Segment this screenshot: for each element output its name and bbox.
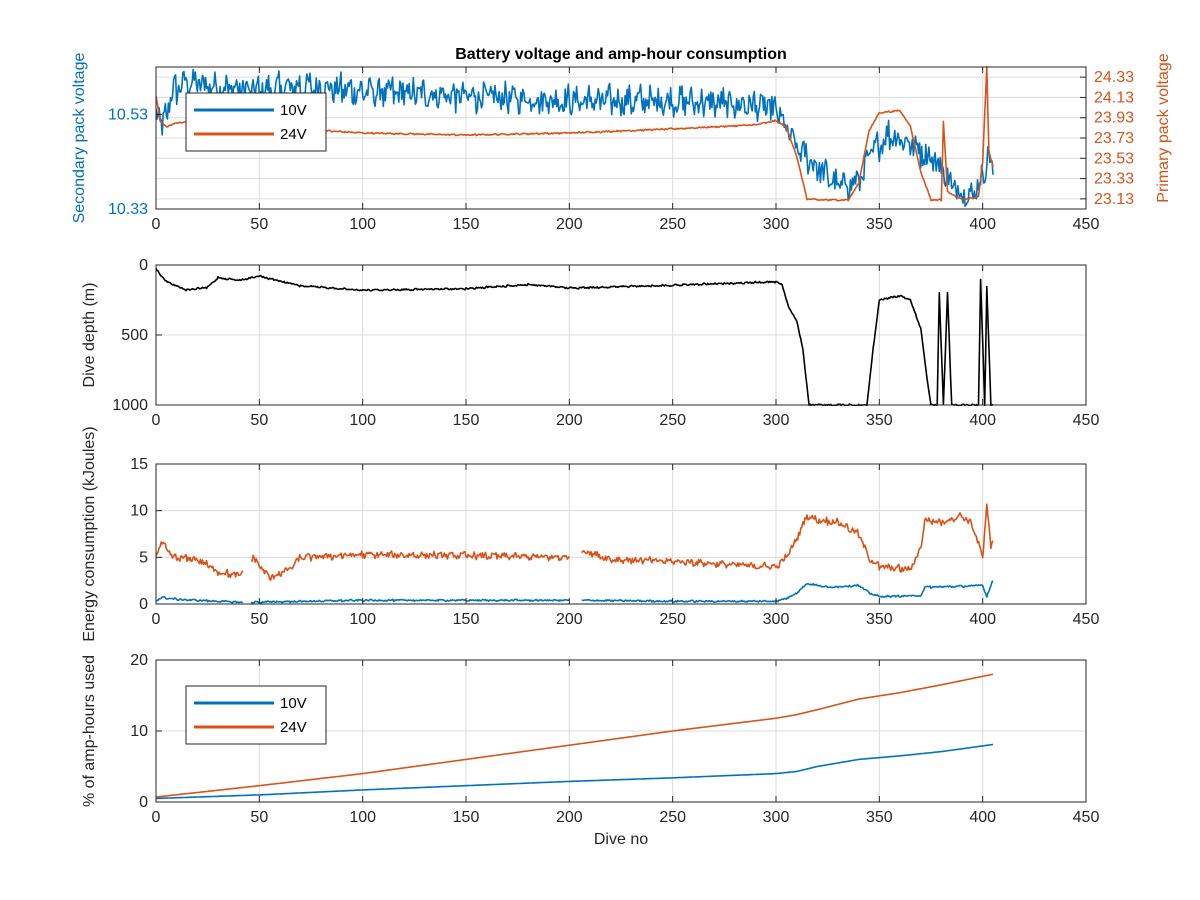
y-right-axis-label: Primary pack voltage	[1155, 53, 1172, 202]
x-tick-label: 50	[250, 809, 268, 826]
x-tick-label: 100	[349, 412, 376, 429]
y-tick-label: 10.33	[108, 201, 148, 218]
x-tick-label: 350	[866, 611, 893, 628]
x-tick-label: 200	[556, 611, 583, 628]
x-tick-label: 50	[250, 216, 268, 233]
y-axis-label: Secondary pack voltage	[71, 53, 88, 224]
legend-entry-24V: 24V	[280, 719, 307, 736]
y-right-tick-label: 23.33	[1094, 171, 1134, 188]
x-tick-label: 150	[453, 611, 480, 628]
x-tick-label: 350	[866, 412, 893, 429]
x-tick-label: 300	[763, 412, 790, 429]
panel-voltage: 0 50 100 150 200 250 300 350 400 450 10.33 10.53 23.…	[71, 46, 1172, 233]
series-group	[156, 503, 994, 604]
series-line-24V	[156, 503, 994, 581]
legend-box	[185, 92, 327, 152]
y-tick-label: 0	[139, 794, 148, 811]
y-tick-label: 15	[130, 456, 148, 473]
y-tick-label: 0	[139, 596, 148, 613]
x-tick-label: 400	[969, 216, 996, 233]
series-line-24V	[156, 673, 994, 798]
y-tick-label: 1000	[112, 397, 148, 414]
y-right-tick-label: 23.13	[1094, 191, 1134, 208]
x-tick-label: 400	[969, 809, 996, 826]
y-tick-label: 0	[139, 257, 148, 274]
x-axis-label: Dive no	[594, 831, 648, 848]
x-tick-label: 400	[969, 412, 996, 429]
series-line-10V	[156, 580, 994, 604]
x-tick-label: 100	[349, 809, 376, 826]
x-tick-label: 350	[866, 809, 893, 826]
x-tick-label: 100	[349, 611, 376, 628]
x-tick-label: 250	[659, 412, 686, 429]
x-tick-label: 200	[556, 809, 583, 826]
panel-depth: 0 50 100 150 200 250 300 350 400 450 0 500 1000 Dive …	[81, 257, 1099, 429]
y-right-tick-label: 24.13	[1094, 89, 1134, 106]
x-tick-label: 400	[969, 611, 996, 628]
y-axis-label: % of amp-hours used	[81, 655, 98, 807]
x-tick-label: 0	[152, 809, 161, 826]
series-line-10V	[156, 743, 994, 800]
y-axis-label: Dive depth (m)	[81, 283, 98, 388]
legend-entry-10V: 10V	[280, 102, 307, 119]
legend-entry-24V: 24V	[280, 126, 307, 143]
y-right-tick-label: 24.33	[1094, 69, 1134, 86]
panels: 0 50 100 150 200 250 300 350 400 45010.3310.5323.…	[71, 46, 1172, 848]
x-tick-label: 300	[763, 611, 790, 628]
x-tick-label: 100	[349, 216, 376, 233]
legend-box	[185, 685, 327, 745]
y-axis-label: Energy consumption (kJoules)	[81, 426, 98, 641]
x-tick-label: 450	[1073, 412, 1100, 429]
y-tick-label: 10.53	[108, 106, 148, 123]
x-tick-label: 350	[866, 216, 893, 233]
x-tick-label: 0	[152, 611, 161, 628]
panel-energy: 0 50 100 150 200 250 300 350 400 450 0 5 10 15 Energy …	[81, 426, 1099, 641]
y-right-tick-label: 23.73	[1094, 130, 1134, 147]
y-tick-label: 500	[121, 327, 148, 344]
x-tick-label: 250	[659, 216, 686, 233]
x-tick-label: 150	[453, 809, 480, 826]
y-tick-label: 10	[130, 723, 148, 740]
x-tick-label: 200	[556, 412, 583, 429]
axes-frame	[155, 463, 1087, 605]
y-tick-label: 10	[130, 503, 148, 520]
x-tick-label: 50	[250, 611, 268, 628]
x-tick-label: 0	[152, 216, 161, 233]
x-tick-label: 0	[152, 412, 161, 429]
x-tick-label: 250	[659, 611, 686, 628]
legend-entry-10V: 10V	[280, 695, 307, 712]
y-tick-label: 5	[139, 549, 148, 566]
panel-amphours: 0 50 100 150 200 250 300 350 400 450 0 10 20 Dive no%…	[81, 652, 1099, 848]
series-group	[156, 673, 994, 800]
y-right-tick-label: 23.93	[1094, 110, 1134, 127]
x-tick-label: 450	[1073, 809, 1100, 826]
x-tick-label: 250	[659, 809, 686, 826]
x-tick-label: 150	[453, 412, 480, 429]
x-tick-label: 50	[250, 412, 268, 429]
x-tick-label: 300	[763, 216, 790, 233]
x-tick-label: 200	[556, 216, 583, 233]
x-tick-label: 450	[1073, 611, 1100, 628]
x-tick-label: 450	[1073, 216, 1100, 233]
x-tick-label: 300	[763, 809, 790, 826]
chart-title: Battery voltage and amp-hour consumption	[455, 46, 787, 63]
plot-area	[156, 464, 1086, 604]
x-tick-label: 150	[453, 216, 480, 233]
y-right-tick-label: 23.53	[1094, 150, 1134, 167]
y-tick-label: 20	[130, 652, 148, 669]
